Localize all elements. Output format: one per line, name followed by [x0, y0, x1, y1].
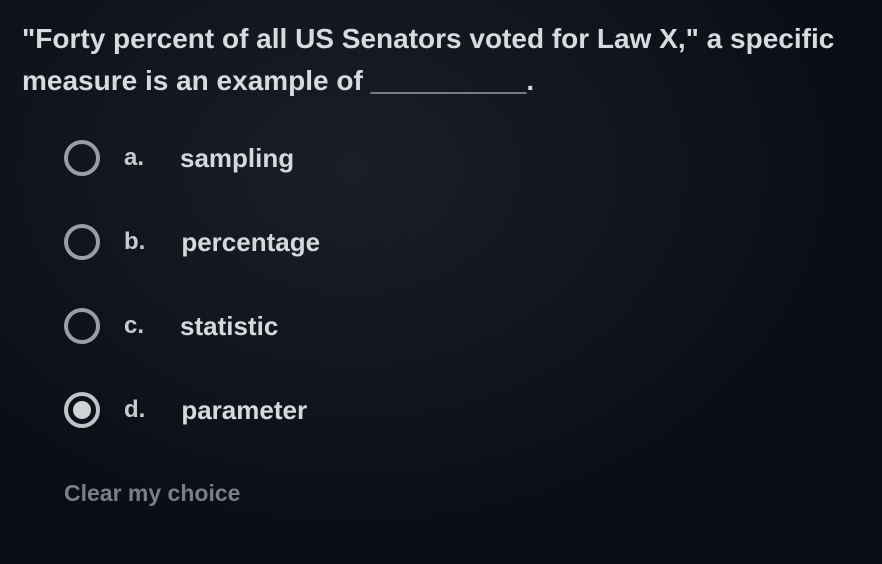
option-letter: a. — [124, 144, 144, 172]
options-group: a. sampling b. percentage c. statistic d… — [22, 140, 860, 428]
option-text: sampling — [180, 143, 294, 174]
radio-icon — [64, 392, 100, 428]
radio-icon — [64, 308, 100, 344]
radio-icon — [64, 140, 100, 176]
option-a[interactable]: a. sampling — [64, 140, 860, 176]
option-text: statistic — [180, 311, 278, 342]
question-text: "Forty percent of all US Senators voted … — [22, 18, 860, 102]
clear-my-choice-link[interactable]: Clear my choice — [22, 480, 860, 507]
option-d[interactable]: d. parameter — [64, 392, 860, 428]
option-c[interactable]: c. statistic — [64, 308, 860, 344]
option-b[interactable]: b. percentage — [64, 224, 860, 260]
radio-inner-icon — [73, 401, 91, 419]
radio-icon — [64, 224, 100, 260]
option-letter: b. — [124, 228, 145, 256]
option-letter: d. — [124, 396, 145, 424]
option-letter: c. — [124, 312, 144, 340]
option-text: parameter — [181, 395, 307, 426]
option-text: percentage — [181, 227, 320, 258]
